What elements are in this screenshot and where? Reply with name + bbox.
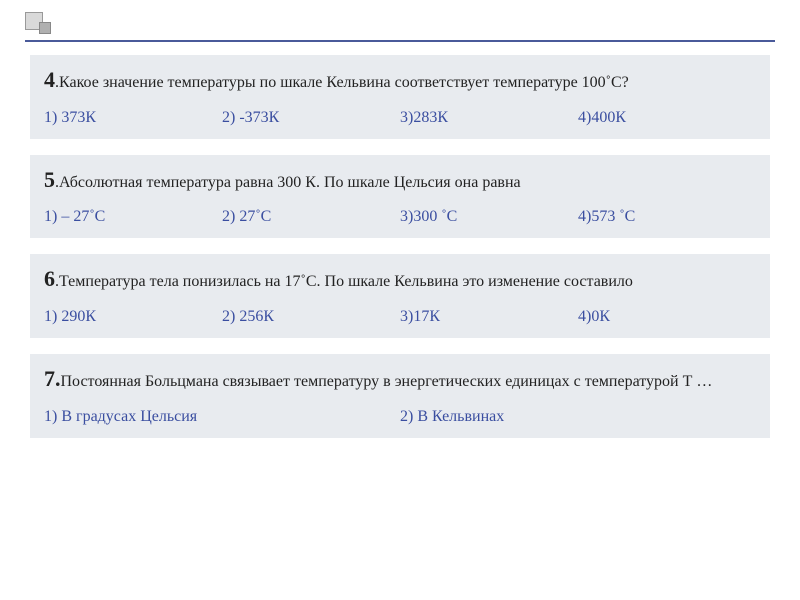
question-6-body: .Температура тела понизилась на 17˚С. По…	[55, 273, 633, 290]
question-4-text: 4.Какое значение температуры по шкале Ке…	[44, 65, 756, 95]
question-6-answers: 1) 290К 2) 256К 3)17К 4)0К	[44, 308, 756, 326]
question-5-text: 5.Абсолютная температура равна 300 К. По…	[44, 165, 756, 195]
question-6-number: 6	[44, 266, 55, 291]
q6-answer-4[interactable]: 4)0К	[578, 308, 756, 326]
question-4-answers: 1) 373К 2) -373К 3)283К 4)400К	[44, 109, 756, 127]
q6-answer-2[interactable]: 2) 256К	[222, 308, 400, 326]
question-5-block: 5.Абсолютная температура равна 300 К. По…	[30, 155, 770, 239]
horizontal-divider	[25, 40, 775, 42]
questions-container: 4.Какое значение температуры по шкале Ке…	[0, 0, 800, 438]
question-5-answers: 1) – 27˚С 2) 27˚С 3)300 ˚С 4)573 ˚С	[44, 208, 756, 226]
q4-answer-2[interactable]: 2) -373К	[222, 109, 400, 127]
q5-answer-3[interactable]: 3)300 ˚С	[400, 208, 578, 226]
q4-answer-4[interactable]: 4)400К	[578, 109, 756, 127]
question-4-block: 4.Какое значение температуры по шкале Ке…	[30, 55, 770, 139]
q6-answer-3[interactable]: 3)17К	[400, 308, 578, 326]
question-7-answers: 1) В градусах Цельсия 2) В Кельвинах	[44, 408, 756, 426]
q7-answer-2[interactable]: 2) В Кельвинах	[400, 408, 756, 426]
q7-answer-1[interactable]: 1) В градусах Цельсия	[44, 408, 400, 426]
question-7-text: 7.Постоянная Больцмана связывает темпера…	[44, 364, 756, 394]
q4-answer-3[interactable]: 3)283К	[400, 109, 578, 127]
question-6-text: 6.Температура тела понизилась на 17˚С. П…	[44, 264, 756, 294]
question-7-number: 7.	[44, 366, 61, 391]
q4-answer-1[interactable]: 1) 373К	[44, 109, 222, 127]
q5-answer-4[interactable]: 4)573 ˚С	[578, 208, 756, 226]
question-4-body: .Какое значение температуры по шкале Кел…	[55, 74, 629, 91]
question-5-number: 5	[44, 167, 55, 192]
question-7-block: 7.Постоянная Больцмана связывает темпера…	[30, 354, 770, 438]
q5-answer-2[interactable]: 2) 27˚С	[222, 208, 400, 226]
question-7-body: Постоянная Больцмана связывает температу…	[61, 373, 713, 390]
q6-answer-1[interactable]: 1) 290К	[44, 308, 222, 326]
square-small-icon	[39, 22, 51, 34]
question-5-body: .Абсолютная температура равна 300 К. По …	[55, 174, 521, 191]
q5-answer-1[interactable]: 1) – 27˚С	[44, 208, 222, 226]
question-4-number: 4	[44, 67, 55, 92]
question-6-block: 6.Температура тела понизилась на 17˚С. П…	[30, 254, 770, 338]
